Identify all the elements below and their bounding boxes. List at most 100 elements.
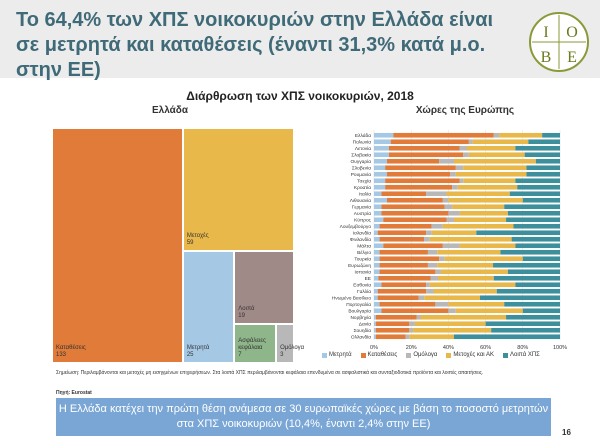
bar-segment bbox=[385, 184, 453, 190]
bar-segment bbox=[374, 184, 386, 190]
bar-segment bbox=[383, 217, 447, 223]
legend-label: Καταθέσεις bbox=[367, 352, 398, 358]
treemap-label-value: 7 bbox=[238, 351, 242, 358]
legend-item: Μετοχές και ΑΚ bbox=[446, 352, 494, 358]
bar-segment bbox=[444, 204, 453, 210]
treemap-label: Λοιπά 19 bbox=[238, 306, 254, 320]
bar-segment bbox=[387, 171, 451, 177]
legend-swatch bbox=[406, 352, 412, 358]
y-category-label: Κύπρος bbox=[354, 216, 372, 223]
bar-segment bbox=[446, 217, 454, 223]
bar-segment bbox=[409, 334, 454, 340]
bar-segment bbox=[442, 243, 460, 249]
treemap-label: Μετρητά 25 bbox=[187, 345, 210, 359]
bar-segment bbox=[524, 152, 560, 158]
bar-segment bbox=[485, 321, 560, 327]
x-tick-label: 20% bbox=[406, 345, 417, 350]
bar-segment bbox=[455, 308, 523, 314]
bar-segment bbox=[437, 249, 501, 255]
treemap-label: Μετοχές 59 bbox=[187, 233, 209, 247]
treemap-cell: Λοιπά 19 bbox=[234, 250, 294, 325]
bar-segment bbox=[480, 295, 560, 301]
bar-segment bbox=[504, 204, 560, 210]
bar-segment bbox=[507, 269, 560, 275]
bar-segment bbox=[522, 197, 560, 203]
y-category-label: Δανία bbox=[359, 321, 371, 327]
treemap-label-value: 133 bbox=[56, 352, 67, 358]
y-category-label: Πορτογαλία bbox=[346, 302, 371, 308]
bar-segment bbox=[374, 295, 378, 301]
bar-segment bbox=[468, 139, 473, 145]
treemap-label-value: 19 bbox=[238, 313, 245, 320]
y-category-label: Ισπανία bbox=[354, 269, 371, 275]
bar-segment bbox=[509, 191, 560, 197]
bar-segment bbox=[374, 301, 380, 307]
bar-segment bbox=[409, 327, 414, 333]
bar-segment bbox=[375, 321, 410, 327]
bar-segment bbox=[515, 282, 560, 288]
legend-item: Ομόλογα bbox=[406, 352, 437, 358]
treemap-cell: Μετοχές 59 bbox=[182, 128, 294, 251]
treemap-label: Ομόλογα 3 bbox=[280, 345, 304, 359]
bar-segment bbox=[379, 223, 432, 229]
bar-segment bbox=[457, 184, 518, 190]
legend-swatch bbox=[322, 352, 327, 358]
bar-segment bbox=[426, 191, 447, 197]
y-category-label: Λετονία bbox=[355, 146, 371, 152]
treemap-cell: Καταθέσεις 133 bbox=[52, 128, 183, 363]
bar-segment bbox=[493, 132, 500, 138]
bar-segment bbox=[385, 178, 460, 184]
bar-segment bbox=[381, 210, 449, 216]
bar-segment bbox=[437, 275, 494, 281]
treemap-title: Ελλάδα bbox=[151, 105, 189, 116]
legend-label: Μετρητά bbox=[329, 352, 352, 358]
bar-segment bbox=[459, 210, 508, 216]
bar-segment bbox=[375, 314, 417, 320]
bar-segment bbox=[420, 314, 507, 320]
bar-segment bbox=[433, 288, 497, 294]
bar-chart-title: Χώρες της Ευρώπης bbox=[415, 105, 515, 116]
bar-segment bbox=[511, 236, 560, 242]
bar-segment bbox=[446, 191, 510, 197]
bar-segment bbox=[381, 204, 445, 210]
bar-segment bbox=[374, 171, 388, 177]
y-category-label: Βέλγιο bbox=[357, 249, 371, 256]
bar-segment bbox=[430, 275, 438, 281]
y-category-label: Ισλανδία bbox=[353, 230, 372, 236]
y-category-label: Ρουμανία bbox=[351, 172, 371, 178]
y-category-label: Ολλανδία bbox=[351, 334, 371, 340]
bar-segment bbox=[437, 262, 494, 268]
legend-swatch bbox=[446, 352, 452, 358]
bar-segment bbox=[459, 243, 516, 249]
bar-segment bbox=[374, 132, 394, 138]
bar-segment bbox=[387, 158, 440, 164]
bar-segment bbox=[375, 327, 410, 333]
bar-segment bbox=[374, 282, 382, 288]
treemap-label-name: Μετρητά bbox=[186, 344, 210, 351]
x-tick-label: 100% bbox=[553, 345, 567, 350]
bar-segment bbox=[431, 230, 477, 236]
bar-segment bbox=[405, 334, 410, 340]
bar-segment bbox=[418, 295, 425, 301]
y-category-label: Ευρωζώνη bbox=[348, 262, 371, 269]
y-category-label: Κροατία bbox=[354, 185, 371, 191]
bar-segment bbox=[526, 171, 560, 177]
legend-label: Ομόλογα bbox=[413, 352, 438, 358]
chart-title: Διάρθρωση των ΧΠΣ νοικοκυριών, 2018 bbox=[186, 89, 414, 103]
y-category-label: Ουγγαρία bbox=[351, 159, 372, 165]
legend-label: Λοιπά ΧΠΣ bbox=[509, 352, 540, 358]
y-category-label: Βουλγαρία bbox=[348, 308, 371, 314]
bar-segment bbox=[448, 210, 460, 216]
bar-segment bbox=[427, 249, 438, 255]
bar-segment bbox=[379, 249, 428, 255]
y-category-label: Τουρκία bbox=[354, 256, 371, 262]
bar-segment bbox=[513, 223, 560, 229]
bar-segment bbox=[515, 243, 560, 249]
bar-segment bbox=[452, 204, 505, 210]
bar-segment bbox=[448, 301, 505, 307]
treemap-label-value: 59 bbox=[186, 239, 194, 246]
bar-segment bbox=[442, 197, 449, 203]
bar-segment bbox=[455, 171, 527, 177]
treemap-label: Καταθέσεις 133 bbox=[56, 345, 86, 359]
logo-letter: Ε bbox=[567, 49, 577, 66]
